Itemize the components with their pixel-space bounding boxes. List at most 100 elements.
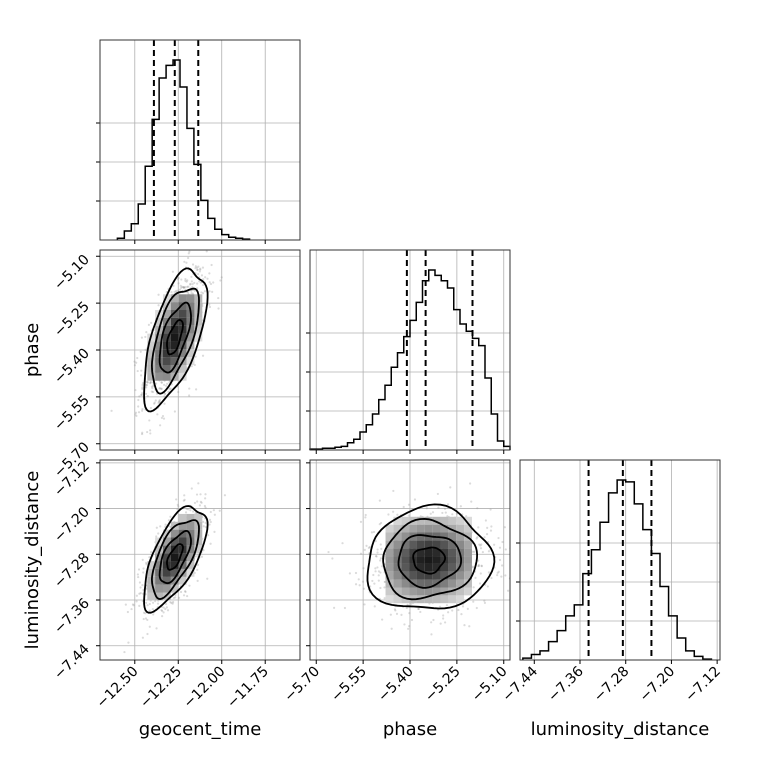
sample-point — [124, 603, 127, 606]
sample-point — [167, 390, 170, 394]
sample-point — [200, 209, 202, 211]
sample-point — [197, 265, 200, 268]
sample-point — [197, 273, 200, 276]
sample-point — [341, 542, 344, 545]
sample-point — [370, 531, 374, 534]
density-cell — [456, 540, 465, 549]
density-cell — [162, 365, 171, 373]
sample-point — [417, 607, 420, 611]
sample-point — [202, 283, 205, 287]
sample-point — [144, 612, 147, 615]
sample-point — [204, 276, 207, 279]
sample-point — [179, 284, 182, 287]
density-cell — [186, 561, 195, 569]
sample-point — [449, 486, 452, 489]
sample-point — [157, 532, 160, 535]
sample-point — [213, 513, 216, 516]
density-cell — [464, 524, 472, 533]
density-cell — [385, 595, 394, 604]
contour-line — [382, 517, 479, 601]
sample-point — [380, 547, 383, 550]
sample-point — [436, 492, 439, 496]
sample-point — [379, 557, 383, 560]
sample-point — [141, 558, 144, 561]
sample-point — [139, 374, 143, 377]
sample-point — [376, 566, 379, 569]
sample-point — [374, 570, 377, 573]
contour-line — [397, 534, 462, 589]
sample-point — [144, 335, 147, 339]
sample-point — [396, 513, 399, 516]
density-cell — [456, 524, 465, 533]
sample-point — [387, 513, 390, 516]
density-cell — [393, 571, 402, 580]
sample-point — [485, 533, 489, 536]
sample-point — [223, 494, 227, 497]
density-cell — [424, 571, 433, 580]
density-cell — [385, 532, 394, 541]
sample-point — [141, 387, 144, 390]
density-cell — [432, 548, 441, 557]
sample-point — [203, 290, 206, 293]
density-cell — [178, 302, 187, 310]
sample-point — [204, 525, 208, 529]
sample-point — [484, 519, 487, 522]
sample-point — [333, 606, 336, 609]
density-cell — [424, 556, 433, 564]
density-cell — [170, 568, 179, 577]
density-cell — [186, 357, 195, 365]
density-cell — [401, 516, 410, 525]
sample-point — [140, 336, 144, 339]
sample-point — [364, 513, 367, 517]
sample-point — [479, 544, 482, 547]
density-cell — [147, 349, 156, 358]
sample-point — [184, 279, 187, 282]
sample-point — [206, 277, 209, 280]
sample-point — [130, 607, 133, 611]
sample-point — [408, 611, 411, 615]
sample-point — [472, 566, 475, 569]
sample-point — [187, 508, 190, 511]
sample-point — [206, 577, 209, 580]
sample-point — [182, 285, 185, 289]
sample-point — [196, 282, 199, 285]
sample-point — [463, 624, 466, 627]
sample-point — [151, 607, 154, 611]
density-cell — [186, 333, 195, 342]
density-cell — [170, 317, 179, 326]
density-cell — [178, 310, 187, 318]
density-cell — [155, 561, 163, 569]
sample-point — [343, 606, 347, 610]
x-tick-label: −7.28 — [591, 664, 633, 706]
density-cell — [401, 556, 410, 564]
sample-point — [187, 252, 190, 255]
sample-point — [164, 523, 167, 526]
density-cell — [401, 524, 410, 533]
sample-point — [372, 530, 376, 534]
sample-point — [365, 544, 368, 547]
panel-content — [123, 482, 227, 654]
sample-point — [163, 383, 166, 386]
density-cell — [448, 563, 457, 572]
sample-point — [199, 267, 202, 270]
density-cell — [162, 349, 171, 358]
sample-point — [148, 602, 151, 606]
sample-point — [204, 506, 207, 509]
sample-point — [137, 568, 141, 571]
sample-point — [200, 291, 203, 294]
density-cell — [170, 333, 179, 342]
sample-point — [135, 600, 138, 603]
sample-point — [483, 601, 487, 605]
sample-point — [200, 555, 204, 558]
sample-point — [208, 518, 212, 521]
sample-point — [164, 602, 168, 606]
sample-point — [208, 281, 211, 284]
density-cell — [186, 545, 195, 554]
density-cell — [194, 325, 203, 334]
sample-point — [145, 563, 148, 566]
sample-point — [331, 557, 334, 560]
sample-point — [157, 304, 160, 307]
sample-point — [437, 506, 440, 509]
sample-point — [159, 387, 162, 390]
sample-point — [150, 385, 153, 388]
